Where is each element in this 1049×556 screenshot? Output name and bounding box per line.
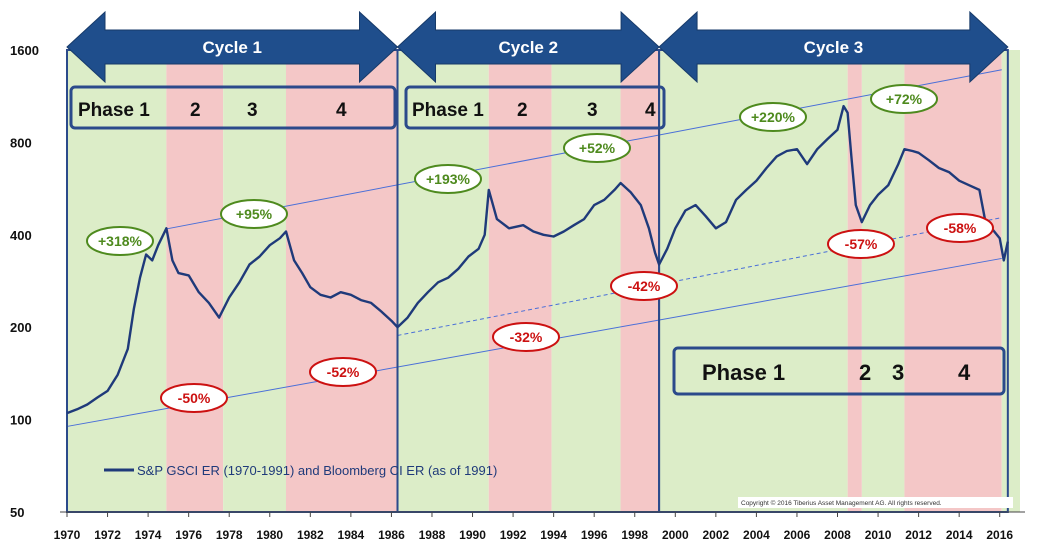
phase-box-3 [672,346,1006,396]
cycle-label-3: Cycle 3 [804,38,864,57]
phase-label: Phase 1 [78,100,150,121]
cycle-label-2: Cycle 2 [499,38,559,57]
phase-band-down [847,50,862,512]
loss-annotation-ellipse [160,383,228,413]
loss-annotation-ellipse [610,271,678,301]
x-tick-label: 2002 [702,528,729,542]
y-tick-label: 400 [10,228,32,243]
x-tick-label: 2014 [946,528,973,542]
cycle-label-1: Cycle 1 [202,38,262,57]
x-tick-label: 2010 [865,528,892,542]
x-tick-label: 2000 [662,528,689,542]
x-tick-label: 2004 [743,528,770,542]
phase-band-up [1001,50,1020,512]
copyright-bg [738,497,1013,508]
x-tick-label: 1984 [338,528,365,542]
gain-annotation-label: +52% [579,140,616,156]
gain-annotation-label: +318% [98,233,143,249]
x-tick-label: 1976 [175,528,202,542]
loss-annotation-label: -50% [178,390,211,406]
x-tick-label: 2006 [784,528,811,542]
series-line-0 [66,104,1009,415]
x-tick-label: 1970 [54,528,81,542]
gain-annotation-label: +220% [751,109,796,125]
gain-annotation-label: +72% [886,91,923,107]
phase-band-down [904,50,1002,512]
x-tick-label: 1978 [216,528,243,542]
copyright-text: Copyright © 2016 Tiberius Asset Manageme… [741,499,942,507]
loss-annotation-ellipse [492,322,560,352]
phase-band-up [861,50,905,512]
x-tick-label: 1980 [256,528,283,542]
gain-annotation-ellipse [739,102,807,132]
x-tick-label: 1972 [94,528,121,542]
cycle-arrow-3 [658,10,1009,84]
loss-annotation-ellipse [926,213,994,243]
x-tick-label: 1986 [378,528,405,542]
gain-annotation-ellipse [220,199,288,229]
x-tick-label: 2016 [986,528,1013,542]
phase-label: 3 [247,100,258,121]
x-tick-label: 2008 [824,528,851,542]
phase-label: Phase 1 [412,100,484,121]
phase-label: 3 [892,360,904,385]
phase-label: 2 [859,360,871,385]
phase-box-2 [404,85,666,130]
phase-label: 4 [958,360,971,385]
loss-annotation-ellipse [309,357,377,387]
loss-annotation-label: -52% [327,364,360,380]
trend-line-mid [397,217,1002,336]
x-tick-label: 1996 [581,528,608,542]
gain-annotation-label: +95% [236,206,273,222]
loss-annotation-label: -42% [628,278,661,294]
x-tick-label: 1988 [419,528,446,542]
phase-label: 3 [587,100,598,121]
x-tick-label: 1998 [621,528,648,542]
axes: 50 100 200 400 800 1600 1970 1972 1974 1976 1978 19… [10,43,1025,542]
loss-annotation-label: -57% [845,236,878,252]
gain-annotation-label: +193% [426,171,471,187]
gain-annotation-ellipse [563,133,631,163]
loss-annotation-label: -58% [944,220,977,236]
x-tick-label: 1974 [135,528,162,542]
loss-annotation-label: -32% [510,329,543,345]
y-tick-label: 200 [10,320,32,335]
x-tick-label: 1990 [459,528,486,542]
y-tick-label: 800 [10,135,32,150]
cycle-arrows: Cycle 1 Cycle 2 Cycle 3 [66,10,1009,84]
y-tick-label: 50 [10,505,24,520]
y-tick-label: 1600 [10,43,39,58]
annotations: +318% +95% +193% +52% +220% +72% -50% -52% -32% -… [86,84,994,413]
gain-annotation-ellipse [870,84,938,114]
phase-label: 4 [645,100,656,121]
x-tick-label: 1994 [540,528,567,542]
x-tick-label: 2012 [905,528,932,542]
legend-label: S&P GSCI ER (1970-1991) and Bloomberg CI… [137,463,497,478]
x-tick-label: 1982 [297,528,324,542]
phase-label: 4 [336,100,347,121]
series-layer [66,104,1009,415]
phase-label: 2 [190,100,201,121]
phase-label: Phase 1 [702,360,785,385]
x-tick-label: 1992 [500,528,527,542]
gain-annotation-ellipse [86,226,154,256]
y-tick-label: 100 [10,413,32,428]
phase-label: 2 [517,100,528,121]
gain-annotation-ellipse [414,164,482,194]
phase-box-1 [69,85,397,130]
loss-annotation-ellipse [827,229,895,259]
legend: S&P GSCI ER (1970-1991) and Bloomberg CI… [104,463,1013,508]
